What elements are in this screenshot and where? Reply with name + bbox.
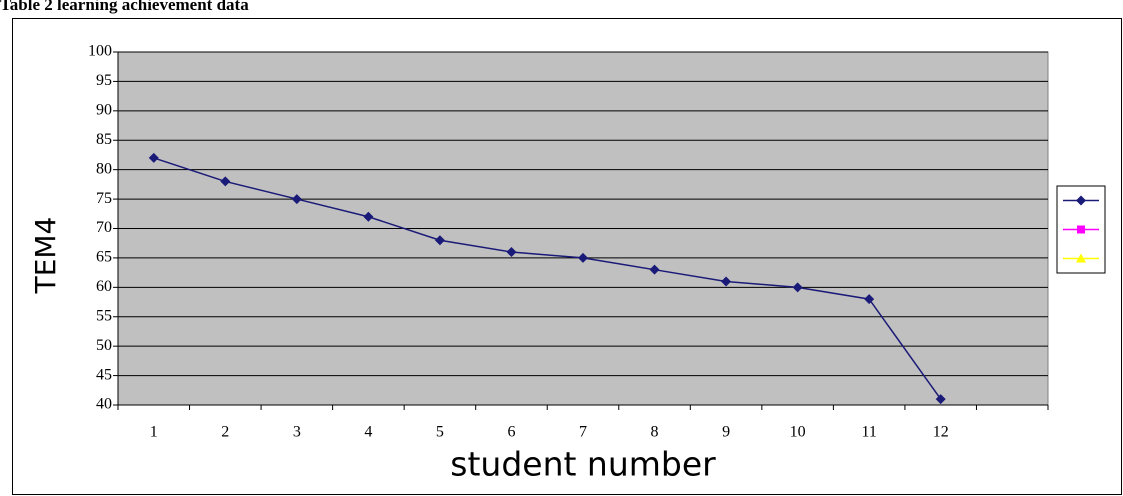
data-point — [434, 235, 445, 246]
y-tick-label: 80 — [96, 160, 112, 177]
y-tick-label: 100 — [88, 43, 112, 60]
y-tick-label: 55 — [96, 307, 112, 324]
data-point — [792, 282, 803, 293]
y-tick-label: 60 — [96, 278, 112, 295]
legend-marker — [1076, 195, 1086, 206]
y-tick-label: 95 — [96, 72, 112, 89]
x-tick-label: 8 — [651, 424, 659, 441]
legend-marker — [1076, 253, 1086, 263]
data-point — [864, 294, 875, 305]
y-tick-label: 70 — [96, 219, 112, 236]
x-tick-label: 3 — [293, 424, 301, 441]
y-tick-label: 40 — [96, 396, 112, 413]
x-axis-label: student number — [450, 445, 716, 484]
y-tick-label: 45 — [96, 366, 112, 383]
data-point — [291, 194, 302, 205]
x-tick-label: 9 — [722, 424, 730, 441]
x-tick-label: 4 — [364, 424, 372, 441]
x-tick-label: 5 — [436, 424, 444, 441]
x-tick-label: 1 — [150, 424, 158, 441]
x-tick-label: 10 — [790, 424, 806, 441]
y-tick-label: 65 — [96, 249, 112, 266]
chart-title: Table 2 learning achievement data — [0, 0, 249, 14]
y-tick-label: 75 — [96, 190, 112, 207]
x-tick-label: 11 — [861, 424, 876, 441]
y-tick-label: 50 — [96, 337, 112, 354]
data-line — [153, 157, 942, 400]
y-tick-label: 90 — [96, 102, 112, 119]
data-point — [363, 211, 374, 222]
data-point — [721, 276, 732, 287]
data-point — [578, 252, 588, 263]
legend-marker — [1077, 225, 1085, 234]
data-point — [148, 152, 159, 163]
x-tick-label: 12 — [933, 424, 949, 441]
data-point — [220, 176, 231, 187]
y-axis-label: TEM4 — [29, 217, 62, 295]
data-point — [649, 264, 660, 275]
y-tick-label: 85 — [96, 131, 112, 148]
x-tick-label: 2 — [221, 424, 229, 441]
x-tick-label: 7 — [579, 424, 587, 441]
x-tick-label: 6 — [507, 424, 515, 441]
data-point — [506, 247, 517, 258]
data-point — [935, 394, 946, 405]
